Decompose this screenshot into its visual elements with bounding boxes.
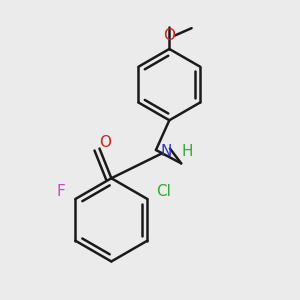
Text: O: O (163, 28, 175, 43)
Text: F: F (56, 184, 65, 199)
Text: O: O (99, 135, 111, 150)
Text: H: H (182, 144, 193, 159)
Text: Cl: Cl (156, 184, 171, 199)
Text: N: N (161, 144, 172, 159)
